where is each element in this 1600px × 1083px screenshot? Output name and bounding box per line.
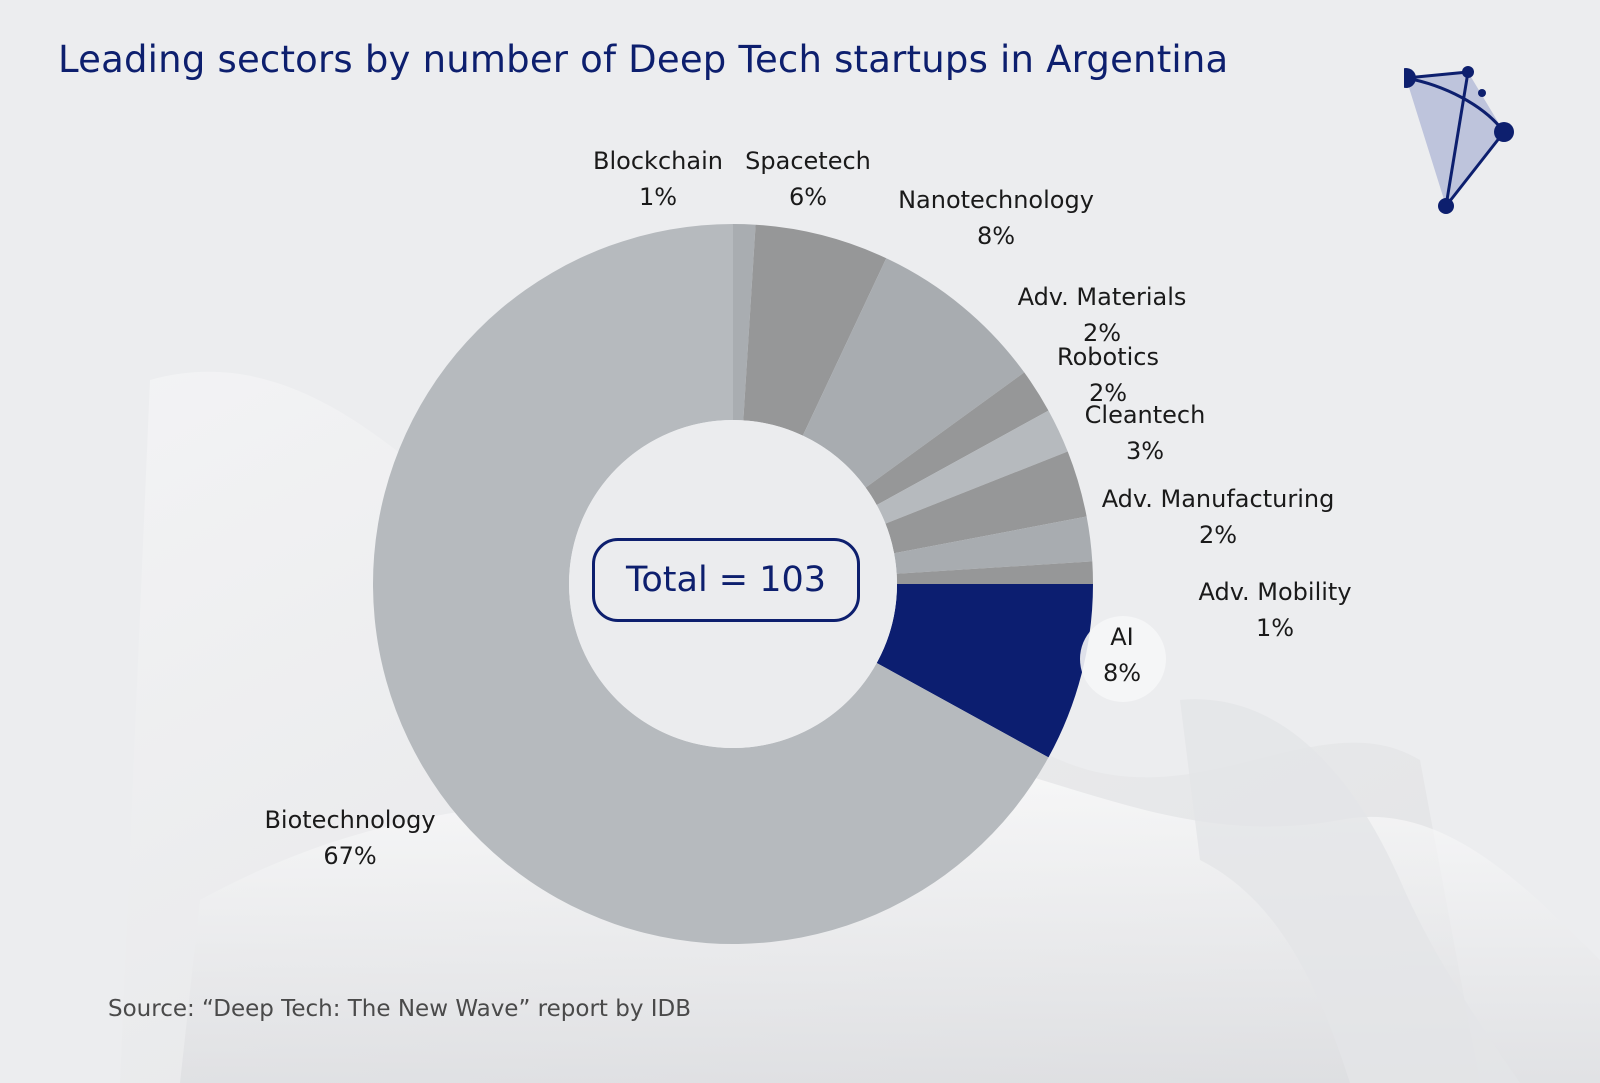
label-name: Nanotechnology (898, 186, 1094, 214)
label-name: Adv. Materials (1017, 283, 1187, 311)
label-adv-materials: Adv. Materials 2% (1018, 282, 1187, 348)
label-robotics: Robotics 2% (1057, 342, 1159, 408)
label-name: Spacetech (745, 147, 871, 175)
label-biotechnology: Biotechnology 67% (264, 805, 435, 871)
label-value: 2% (1088, 379, 1128, 407)
slice-blockchain (733, 224, 756, 421)
slice-biotechnology (373, 224, 1049, 944)
label-name: AI (1110, 623, 1134, 651)
label-adv-mobility: Adv. Mobility 1% (1198, 577, 1351, 643)
label-value: 8% (976, 222, 1016, 250)
label-name: Robotics (1057, 343, 1159, 371)
label-adv-manufacturing: Adv. Manufacturing 2% (1102, 484, 1335, 550)
label-value: 67% (323, 842, 377, 870)
label-name: Adv. Mobility (1198, 578, 1352, 606)
label-ai: AI 8% (1103, 622, 1141, 688)
source-note: Source: “Deep Tech: The New Wave” report… (108, 996, 692, 1022)
label-nanotechnology: Nanotechnology 8% (898, 185, 1094, 251)
slice-spacetech (743, 224, 887, 436)
label-value: 2% (1198, 521, 1238, 549)
slice-adv-mobility (896, 561, 1093, 584)
slice-nanotechnology (802, 258, 1025, 488)
slice-ai (876, 584, 1094, 758)
ai-label-bubble (1080, 616, 1166, 702)
label-name: Adv. Manufacturing (1101, 485, 1335, 513)
label-value: 2% (1082, 319, 1122, 347)
chart-title: Leading sectors by number of Deep Tech s… (58, 38, 1229, 81)
label-blockchain: Blockchain 1% (593, 146, 723, 212)
label-name: Cleantech (1084, 401, 1206, 429)
label-value: 8% (1102, 659, 1142, 687)
label-name: Blockchain (593, 147, 723, 175)
total-label: Total = 103 (592, 538, 860, 622)
donut-hole (569, 420, 897, 748)
logo-icon (1404, 66, 1514, 214)
slice-adv-manufacturing (894, 516, 1093, 574)
label-value: 6% (788, 183, 828, 211)
label-spacetech: Spacetech 6% (745, 146, 871, 212)
slice-cleantech (885, 451, 1087, 554)
label-name: Biotechnology (264, 806, 436, 834)
label-value: 1% (1255, 614, 1295, 642)
label-value: 3% (1125, 437, 1165, 465)
slice-robotics (876, 410, 1068, 524)
label-cleantech: Cleantech 3% (1085, 400, 1206, 466)
slice-adv-materials (865, 372, 1049, 505)
label-value: 1% (638, 183, 678, 211)
